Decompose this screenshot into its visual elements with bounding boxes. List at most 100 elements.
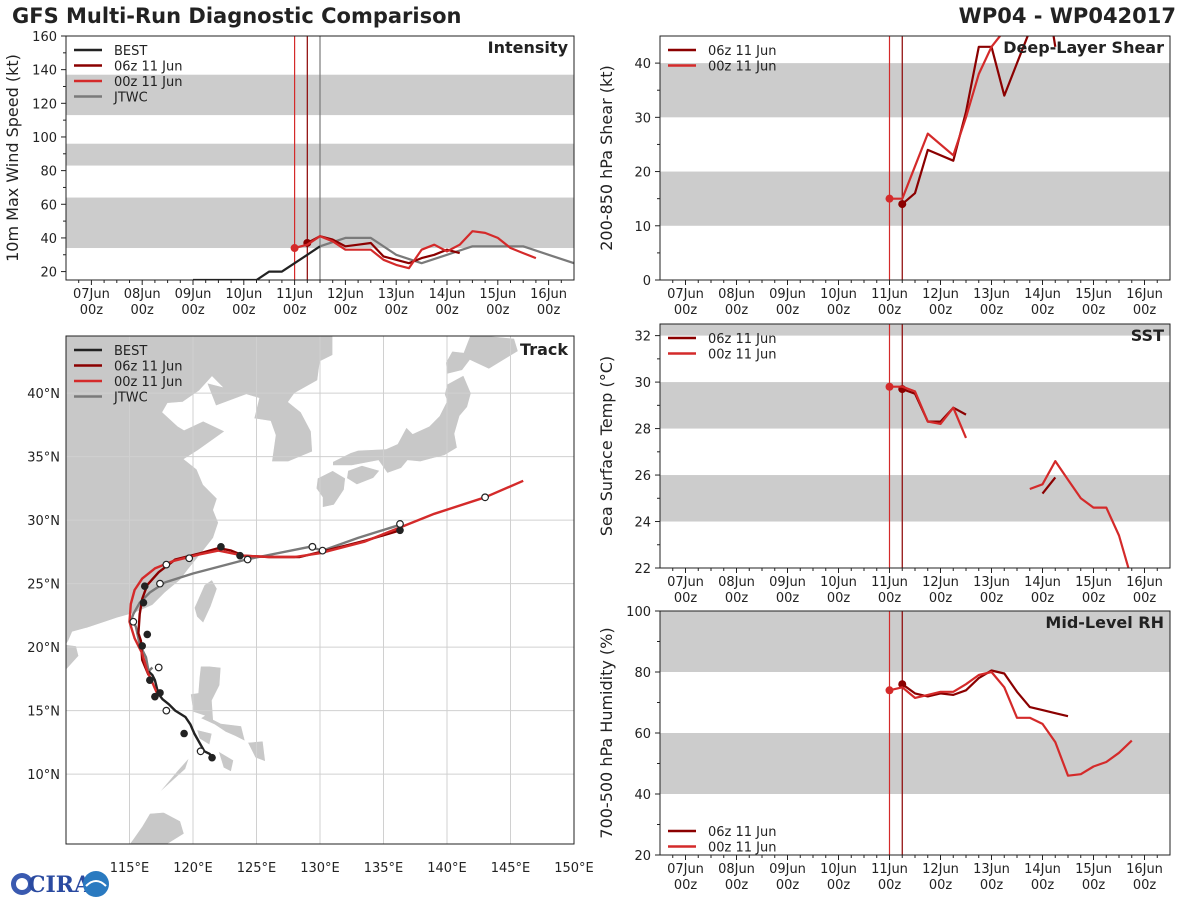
shear-xtick-label: 13Jun (973, 287, 1010, 302)
rh-series-start-1 (885, 686, 894, 695)
rh-xtick-label: 08Jun (718, 862, 755, 877)
rh-ytick-label: 80 (634, 666, 651, 681)
shear-legend-label-1: 00z 11 Jun (708, 60, 777, 75)
intensity-series-0 (193, 245, 321, 280)
rh-xtick-label: 00z (725, 878, 749, 893)
sst-band-0 (660, 475, 1170, 522)
shear-series-start-0 (898, 200, 907, 209)
shear-xtick-label: 00z (827, 303, 851, 318)
sst-xtick-label: 00z (929, 591, 953, 606)
shear-ylabel: 200-850 hPa Shear (kt) (597, 65, 616, 251)
land-hokkaido (445, 336, 519, 375)
track-marker-filled-9 (180, 729, 188, 738)
shear-xtick-label: 00z (929, 303, 953, 318)
track-marker-open-10 (156, 579, 164, 588)
track-lat-label: 30°N (27, 514, 60, 529)
track-marker-open-7 (396, 520, 404, 528)
shear-xtick-label: 11Jun (871, 287, 908, 302)
track-marker-open-9 (154, 663, 163, 672)
shear-xtick-label: 00z (980, 303, 1004, 318)
intensity-ytick-label: 140 (32, 64, 57, 79)
rh-ylabel: 700-500 hPa Humidity (%) (597, 627, 616, 838)
intensity-xtick-label: 16Jun (530, 287, 567, 302)
land-luzon (190, 665, 246, 742)
sst-xtick-label: 00z (1133, 591, 1157, 606)
intensity-xtick-label: 00z (181, 303, 205, 318)
intensity-xtick-label: 00z (486, 303, 510, 318)
rh-xtick-label: 00z (674, 878, 698, 893)
shear-xtick-label: 00z (1082, 303, 1106, 318)
shear-xtick-label: 16Jun (1126, 287, 1163, 302)
panel-sst: 22242628303207Jun00z08Jun00z09Jun00z10Ju… (597, 323, 1171, 606)
track-marker-open-1 (162, 706, 171, 715)
intensity-xtick-label: 00z (232, 303, 256, 318)
shear-xtick-label: 12Jun (922, 287, 959, 302)
land-mainland (66, 336, 334, 646)
intensity-xtick-label: 00z (131, 303, 155, 318)
storm-id: WP04 - WP042017 (958, 4, 1176, 28)
intensity-legend-label-2: 00z 11 Jun (114, 75, 183, 90)
rh-xtick-label: 00z (929, 878, 953, 893)
track-marker-filled-4 (143, 630, 152, 639)
rh-xtick-label: 00z (1031, 878, 1055, 893)
sst-ylabel: Sea Surface Temp (°C) (597, 356, 616, 536)
track-lat-label: 15°N (27, 705, 60, 720)
sst-series-3 (1029, 460, 1130, 568)
intensity-xtick-label: 10Jun (225, 287, 262, 302)
land-panay (217, 750, 234, 773)
rh-xtick-label: 10Jun (820, 862, 857, 877)
track-marker-filled-6 (146, 676, 154, 684)
track-frame (65, 335, 575, 845)
sst-xtick-label: 11Jun (871, 575, 908, 590)
intensity-ytick-label: 40 (40, 232, 57, 247)
panel-rh: 2040608010007Jun00z08Jun00z09Jun00z10Jun… (597, 605, 1171, 893)
panel-shear: 01020304007Jun00z08Jun00z09Jun00z10Jun00… (597, 35, 1171, 318)
track-lat-label: 40°N (27, 387, 60, 402)
track-lat-label: 10°N (27, 768, 60, 783)
shear-legend-label-0: 06z 11 Jun (708, 44, 777, 59)
rh-xtick-label: 13Jun (973, 862, 1010, 877)
sst-band-1 (660, 382, 1170, 429)
shear-series-2 (1052, 36, 1057, 47)
intensity-xtick-label: 00z (283, 303, 307, 318)
cira-logo: CIRA (11, 871, 109, 898)
rh-ytick-label: 100 (626, 605, 651, 620)
track-lon-label: 115°E (110, 861, 150, 876)
sst-legend-label-0: 06z 11 Jun (708, 332, 777, 347)
shear-xtick-label: 00z (1133, 303, 1157, 318)
shear-band-1 (660, 63, 1170, 118)
track-marker-filled-11 (396, 526, 404, 535)
intensity-xtick-label: 15Jun (479, 287, 516, 302)
track-marker-open-5 (308, 542, 317, 551)
shear-ytick-label: 10 (634, 220, 651, 235)
sst-xtick-label: 00z (674, 591, 698, 606)
shear-series-0 (901, 36, 1029, 205)
sst-xtick-label: 13Jun (973, 575, 1010, 590)
shear-xtick-label: 10Jun (820, 287, 857, 302)
rh-ytick-label: 60 (634, 727, 651, 742)
track-marker-open-3 (185, 554, 194, 563)
shear-xtick-label: 00z (1031, 303, 1055, 318)
page-title: GFS Multi-Run Diagnostic Comparison (12, 4, 462, 28)
shear-xtick-label: 08Jun (718, 287, 755, 302)
track-marker-open-2 (162, 560, 171, 569)
sst-xtick-label: 07Jun (667, 575, 704, 590)
rh-xtick-label: 09Jun (769, 862, 806, 877)
sst-xtick-label: 12Jun (922, 575, 959, 590)
land-borneo (129, 811, 185, 844)
intensity-series-1 (319, 236, 574, 265)
logo-text: CIRA (28, 872, 92, 898)
rh-series-1 (889, 670, 1133, 777)
track-lon-label: 140°E (427, 861, 467, 876)
sst-xtick-label: 10Jun (820, 575, 857, 590)
land-palawan (157, 757, 190, 795)
rh-xtick-label: 15Jun (1075, 862, 1112, 877)
rh-xtick-label: 00z (827, 878, 851, 893)
intensity-xtick-label: 00z (334, 303, 358, 318)
intensity-series-2 (306, 235, 460, 265)
intensity-ytick-label: 60 (40, 198, 57, 213)
track-series-best (147, 670, 215, 759)
land-honshu (332, 374, 472, 474)
rh-xtick-label: 11Jun (871, 862, 908, 877)
sst-series-start-1 (885, 382, 894, 391)
